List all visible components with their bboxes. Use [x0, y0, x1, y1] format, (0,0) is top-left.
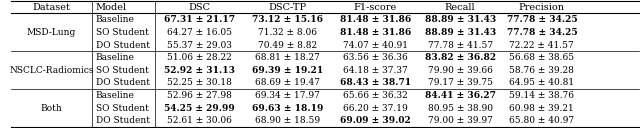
Text: 69.63 ± 18.19: 69.63 ± 18.19	[252, 104, 323, 113]
Text: 83.82 ± 36.82: 83.82 ± 36.82	[424, 53, 496, 62]
Text: Model: Model	[95, 3, 127, 12]
Text: 69.39 ± 19.21: 69.39 ± 19.21	[252, 66, 323, 75]
Text: 79.90 ± 39.66: 79.90 ± 39.66	[428, 66, 493, 75]
Text: 74.07 ± 40.91: 74.07 ± 40.91	[343, 40, 408, 50]
Text: Baseline: Baseline	[95, 53, 134, 62]
Text: 79.17 ± 39.75: 79.17 ± 39.75	[428, 78, 493, 88]
Text: 64.95 ± 40.81: 64.95 ± 40.81	[509, 78, 575, 88]
Text: 68.81 ± 18.27: 68.81 ± 18.27	[255, 53, 320, 62]
Text: 64.18 ± 37.37: 64.18 ± 37.37	[343, 66, 408, 75]
Text: 52.96 ± 27.98: 52.96 ± 27.98	[167, 91, 232, 100]
Text: 54.25 ± 29.99: 54.25 ± 29.99	[164, 104, 235, 113]
Text: 60.98 ± 39.21: 60.98 ± 39.21	[509, 104, 574, 113]
Text: 77.78 ± 34.25: 77.78 ± 34.25	[506, 28, 577, 37]
Text: 88.89 ± 31.43: 88.89 ± 31.43	[424, 28, 496, 37]
Text: 51.06 ± 28.22: 51.06 ± 28.22	[167, 53, 232, 62]
Text: MSD-Lung: MSD-Lung	[27, 28, 76, 37]
Text: 73.12 ± 15.16: 73.12 ± 15.16	[252, 15, 323, 24]
Text: 58.76 ± 39.28: 58.76 ± 39.28	[509, 66, 574, 75]
Text: 84.41 ± 36.27: 84.41 ± 36.27	[425, 91, 495, 100]
Text: 77.78 ± 41.57: 77.78 ± 41.57	[428, 40, 493, 50]
Text: F1-score: F1-score	[354, 3, 397, 12]
Text: Baseline: Baseline	[95, 15, 134, 24]
Text: NSCLC-Radiomics: NSCLC-Radiomics	[10, 66, 94, 75]
Text: 66.20 ± 37.19: 66.20 ± 37.19	[343, 104, 408, 113]
Text: Dataset: Dataset	[33, 3, 70, 12]
Text: DO Student: DO Student	[95, 40, 150, 50]
Text: DSC: DSC	[188, 3, 211, 12]
Text: 56.68 ± 38.65: 56.68 ± 38.65	[509, 53, 575, 62]
Text: 68.43 ± 38.71: 68.43 ± 38.71	[340, 78, 411, 88]
Text: 52.25 ± 30.18: 52.25 ± 30.18	[167, 78, 232, 88]
Text: 72.22 ± 41.57: 72.22 ± 41.57	[509, 40, 574, 50]
Text: 63.56 ± 36.36: 63.56 ± 36.36	[343, 53, 408, 62]
Text: Both: Both	[41, 104, 63, 113]
Text: SO Student: SO Student	[95, 28, 148, 37]
Text: 77.78 ± 34.25: 77.78 ± 34.25	[506, 15, 577, 24]
Text: 68.90 ± 18.59: 68.90 ± 18.59	[255, 116, 320, 125]
Text: DO Student: DO Student	[95, 78, 150, 88]
Text: 80.95 ± 38.90: 80.95 ± 38.90	[428, 104, 493, 113]
Text: SO Student: SO Student	[95, 104, 148, 113]
Text: 79.00 ± 39.97: 79.00 ± 39.97	[428, 116, 493, 125]
Text: 81.48 ± 31.86: 81.48 ± 31.86	[340, 28, 411, 37]
Text: 59.14 ± 38.76: 59.14 ± 38.76	[509, 91, 574, 100]
Text: 55.37 ± 29.03: 55.37 ± 29.03	[167, 40, 232, 50]
Text: 81.48 ± 31.86: 81.48 ± 31.86	[340, 15, 411, 24]
Text: DO Student: DO Student	[95, 116, 150, 125]
Text: Recall: Recall	[445, 3, 476, 12]
Text: 88.89 ± 31.43: 88.89 ± 31.43	[424, 15, 496, 24]
Text: 71.32 ± 8.06: 71.32 ± 8.06	[258, 28, 317, 37]
Text: SO Student: SO Student	[95, 66, 148, 75]
Text: 52.92 ± 31.13: 52.92 ± 31.13	[164, 66, 235, 75]
Text: 70.49 ± 8.82: 70.49 ± 8.82	[258, 40, 317, 50]
Text: 64.27 ± 16.05: 64.27 ± 16.05	[167, 28, 232, 37]
Text: 68.69 ± 19.47: 68.69 ± 19.47	[255, 78, 320, 88]
Text: 67.31 ± 21.17: 67.31 ± 21.17	[164, 15, 235, 24]
Text: 65.80 ± 40.97: 65.80 ± 40.97	[509, 116, 575, 125]
Text: DSC-TP: DSC-TP	[268, 3, 307, 12]
Text: Precision: Precision	[519, 3, 565, 12]
Text: 52.61 ± 30.06: 52.61 ± 30.06	[167, 116, 232, 125]
Text: 65.66 ± 36.32: 65.66 ± 36.32	[343, 91, 408, 100]
Text: 69.09 ± 39.02: 69.09 ± 39.02	[340, 116, 411, 125]
Text: Baseline: Baseline	[95, 91, 134, 100]
Text: 69.34 ± 17.97: 69.34 ± 17.97	[255, 91, 320, 100]
